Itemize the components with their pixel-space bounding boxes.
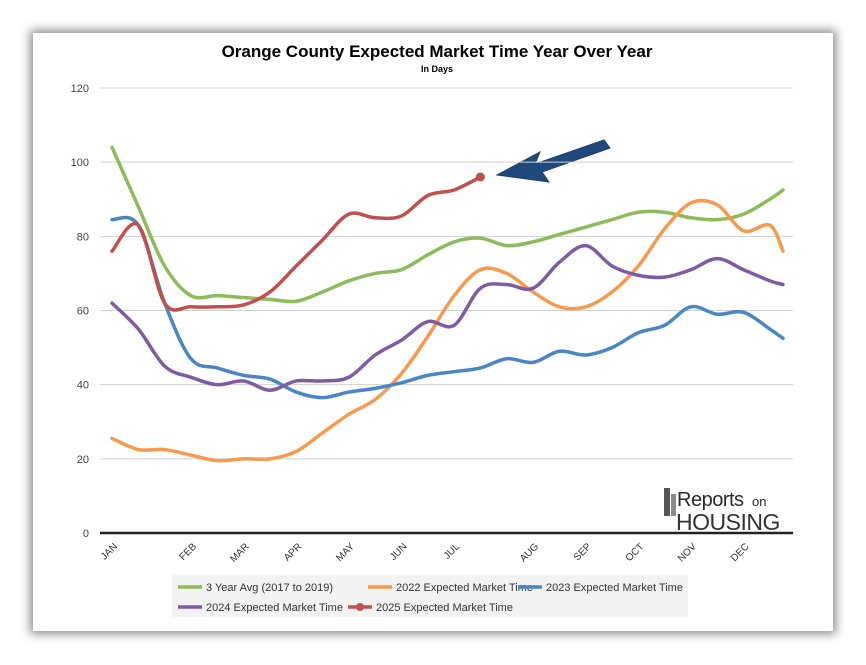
- line-series: [110, 145, 785, 304]
- y-tick-label: 120: [71, 83, 89, 95]
- x-tick-label: APR: [282, 541, 304, 563]
- line-series: [110, 215, 785, 400]
- x-tick-label: MAR: [228, 541, 252, 565]
- legend-label: 3 Year Avg (2017 to 2019): [206, 582, 333, 594]
- x-tick-label: AUG: [518, 541, 541, 564]
- x-tick-label: SEP: [572, 541, 594, 563]
- legend-marker: [356, 603, 364, 611]
- logo-text: Reports: [677, 489, 744, 511]
- logo-text: on: [752, 494, 766, 509]
- y-tick-label: 0: [83, 528, 89, 540]
- line-series: [110, 243, 785, 392]
- x-tick-label: JUN: [388, 541, 410, 563]
- legend-label: 2024 Expected Market Time: [206, 602, 343, 614]
- line-end-marker: [475, 172, 485, 182]
- arrow-annotation: [495, 139, 611, 183]
- x-tick-label: NOV: [676, 541, 699, 564]
- y-tick-label: 20: [77, 454, 89, 466]
- logo: Reports on HOUSING: [664, 488, 780, 535]
- legend-label: 2022 Expected Market Time: [396, 582, 533, 594]
- line-series: [110, 198, 785, 463]
- x-tick-label: JAN: [99, 541, 120, 562]
- legend-label: 2025 Expected Market Time: [376, 602, 513, 614]
- y-tick-label: 80: [77, 231, 89, 243]
- x-tick-label: DEC: [729, 541, 752, 564]
- logo-text: HOUSING: [676, 509, 780, 535]
- line-series: [110, 175, 483, 312]
- x-tick-label: OCT: [624, 541, 647, 564]
- legend-label: 2023 Expected Market Time: [546, 582, 683, 594]
- x-tick-label: JUL: [442, 541, 463, 562]
- x-tick-label: FEB: [178, 541, 200, 563]
- chart-title: Orange County Expected Market Time Year …: [222, 42, 653, 61]
- chart-subtitle: In Days: [421, 64, 453, 74]
- y-tick-label: 60: [77, 306, 89, 318]
- logo-icon: [671, 494, 676, 516]
- legend-box: [172, 575, 688, 617]
- y-tick-label: 100: [71, 157, 89, 169]
- y-tick-label: 40: [77, 380, 89, 392]
- logo-icon: [664, 488, 670, 516]
- x-tick-label: MAY: [334, 541, 357, 564]
- chart-card: [33, 33, 833, 631]
